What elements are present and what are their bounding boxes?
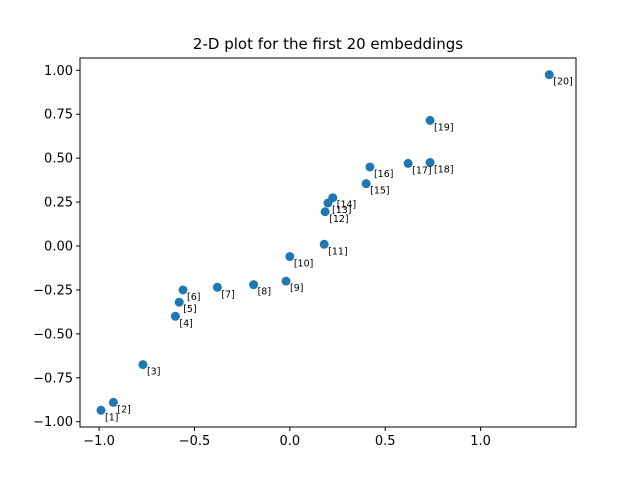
y-tick-label: −1.00 <box>33 415 73 430</box>
data-point <box>328 193 338 203</box>
y-tick-label: −0.75 <box>33 371 73 386</box>
point-label: [16] <box>374 169 394 180</box>
data-point <box>249 280 259 290</box>
point-label: [7] <box>221 289 234 300</box>
chart-title: 2-D plot for the first 20 embeddings <box>193 35 463 53</box>
point-label: [6] <box>187 292 200 303</box>
x-tick-label: 1.0 <box>470 434 491 449</box>
point-label: [12] <box>329 214 349 225</box>
x-tick-label: 0.5 <box>375 434 396 449</box>
data-point <box>285 252 295 262</box>
data-point <box>138 360 148 370</box>
x-tick-label: −1.0 <box>83 434 115 449</box>
data-point <box>96 405 106 415</box>
data-points <box>96 70 554 415</box>
y-tick-label: −0.25 <box>33 283 73 298</box>
point-label: [19] <box>434 122 454 133</box>
point-label: [14] <box>337 200 357 211</box>
point-label: [15] <box>370 186 390 197</box>
data-point <box>425 115 435 125</box>
y-tick-label: 0.50 <box>44 152 73 167</box>
point-labels: [1][2][3][4][5][6] [7] [8] [9][10][11][12][… <box>105 77 573 424</box>
data-point <box>361 179 371 189</box>
point-label: [9] <box>290 283 303 294</box>
plot-frame <box>79 57 577 428</box>
y-tick-label: 0.75 <box>44 108 73 123</box>
data-point <box>365 162 375 172</box>
data-point <box>425 158 435 168</box>
data-point <box>281 276 291 286</box>
point-label: [4] <box>179 318 192 329</box>
y-tick-label: −0.50 <box>33 327 73 342</box>
point-label: [20] <box>553 77 573 88</box>
data-point <box>544 70 554 80</box>
point-label: [2] <box>117 404 130 415</box>
data-point <box>108 397 118 407</box>
data-point <box>212 282 222 292</box>
point-label: [11] <box>328 246 348 257</box>
y-tick-label: 0.00 <box>44 240 73 255</box>
x-tick-label: −0.5 <box>179 434 211 449</box>
x-axis: −1.0 −0.5 0.0 0.5 1.0 <box>83 427 491 449</box>
point-label: [1] <box>105 412 118 423</box>
data-point <box>178 285 188 295</box>
y-axis: −1.00 −0.75 −0.50 −0.25 0.00 0.25 0.50 0.75 1.00 <box>33 64 80 430</box>
data-point <box>320 207 330 217</box>
point-label: [3] <box>147 367 160 378</box>
point-label: [5] <box>183 304 196 315</box>
point-label: [8] <box>258 287 271 298</box>
point-label: [17] <box>412 165 432 176</box>
data-point <box>174 297 184 307</box>
point-label: [18] <box>434 165 454 176</box>
point-label: [10] <box>294 259 314 270</box>
data-point <box>319 239 329 249</box>
data-point <box>170 311 180 321</box>
data-point <box>403 158 413 168</box>
y-tick-label: 0.25 <box>44 196 73 211</box>
x-tick-label: 0.0 <box>280 434 301 449</box>
y-tick-label: 1.00 <box>44 64 73 79</box>
point-label: [13] <box>332 205 352 216</box>
